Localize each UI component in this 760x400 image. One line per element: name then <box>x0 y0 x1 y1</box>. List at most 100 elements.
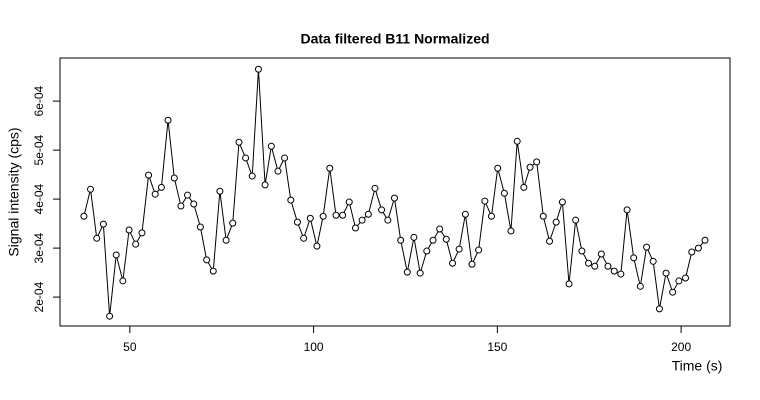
data-point <box>494 164 502 172</box>
data-point <box>138 229 146 237</box>
data-point <box>591 262 599 270</box>
data-point <box>132 240 140 248</box>
data-point <box>526 163 534 171</box>
data-point <box>675 277 683 285</box>
data-point <box>119 277 127 285</box>
data-point <box>287 196 295 204</box>
data-point <box>157 183 165 191</box>
data-point <box>203 256 211 264</box>
data-point <box>468 260 476 268</box>
data-point <box>533 158 541 166</box>
data-point <box>513 137 521 145</box>
data-point <box>630 254 638 262</box>
y-tick-label: 3e-04 <box>32 232 46 263</box>
data-point <box>177 202 185 210</box>
data-point <box>300 234 308 242</box>
data-point <box>112 251 120 259</box>
data-point <box>125 226 133 234</box>
data-point <box>578 247 586 255</box>
data-point <box>403 268 411 276</box>
data-point <box>552 218 560 226</box>
data-point <box>209 267 217 275</box>
data-point <box>306 214 314 222</box>
y-axis-label: Signal intensity (cps) <box>6 127 22 256</box>
data-point <box>449 259 457 267</box>
data-point <box>235 138 243 146</box>
data-point <box>164 116 172 124</box>
x-axis-label: Time (s) <box>672 358 723 374</box>
data-point <box>688 248 696 256</box>
data-point <box>99 220 107 228</box>
x-tick-label: 100 <box>304 340 324 354</box>
data-point <box>267 142 275 150</box>
data-point <box>351 224 359 232</box>
data-point <box>649 257 657 265</box>
data-point <box>358 216 366 224</box>
data-point <box>623 206 631 214</box>
data-point <box>229 219 237 227</box>
data-point <box>106 312 114 320</box>
data-point <box>248 172 256 180</box>
data-point <box>694 244 702 252</box>
data-point <box>216 187 224 195</box>
data-point <box>274 167 282 175</box>
data-point <box>475 246 483 254</box>
data-point <box>80 212 88 220</box>
data-point <box>261 181 269 189</box>
data-point <box>643 243 651 251</box>
data-point <box>636 282 644 290</box>
data-point <box>87 185 95 193</box>
data-point <box>669 288 677 296</box>
data-point <box>655 305 663 313</box>
data-point <box>487 212 495 220</box>
data-point <box>170 174 178 182</box>
data-point <box>196 223 204 231</box>
data-point <box>610 267 618 275</box>
data-point <box>345 198 353 206</box>
data-point <box>558 198 566 206</box>
data-point <box>410 233 418 241</box>
series-line <box>83 69 706 317</box>
data-point <box>378 206 386 214</box>
data-point <box>436 225 444 233</box>
x-tick-label: 50 <box>123 340 137 354</box>
data-point <box>326 164 334 172</box>
data-point <box>281 154 289 162</box>
data-point <box>254 65 262 73</box>
data-point <box>339 211 347 219</box>
plot-frame <box>59 57 731 327</box>
data-point <box>682 274 690 282</box>
data-point <box>461 210 469 218</box>
data-point <box>597 250 605 258</box>
data-point <box>190 200 198 208</box>
data-point <box>184 191 192 199</box>
data-point <box>313 242 321 250</box>
data-point <box>585 259 593 267</box>
data-point <box>455 245 463 253</box>
data-point <box>319 212 327 220</box>
data-point <box>604 262 612 270</box>
data-point <box>242 154 250 162</box>
data-point <box>371 184 379 192</box>
data-point <box>701 236 709 244</box>
data-point <box>384 216 392 224</box>
data-point <box>442 235 450 243</box>
data-point <box>364 210 372 218</box>
chart-title: Data filtered B11 Normalized <box>300 31 489 47</box>
data-point <box>572 216 580 224</box>
x-tick-label: 150 <box>487 340 507 354</box>
data-point <box>423 247 431 255</box>
data-point <box>145 171 153 179</box>
data-point <box>416 269 424 277</box>
data-point <box>662 269 670 277</box>
data-point <box>222 236 230 244</box>
data-point <box>565 280 573 288</box>
x-tick-label: 200 <box>671 340 691 354</box>
y-tick-label: 5e-04 <box>32 134 46 165</box>
data-point <box>397 236 405 244</box>
data-point <box>293 218 301 226</box>
data-point <box>390 194 398 202</box>
data-point <box>429 236 437 244</box>
